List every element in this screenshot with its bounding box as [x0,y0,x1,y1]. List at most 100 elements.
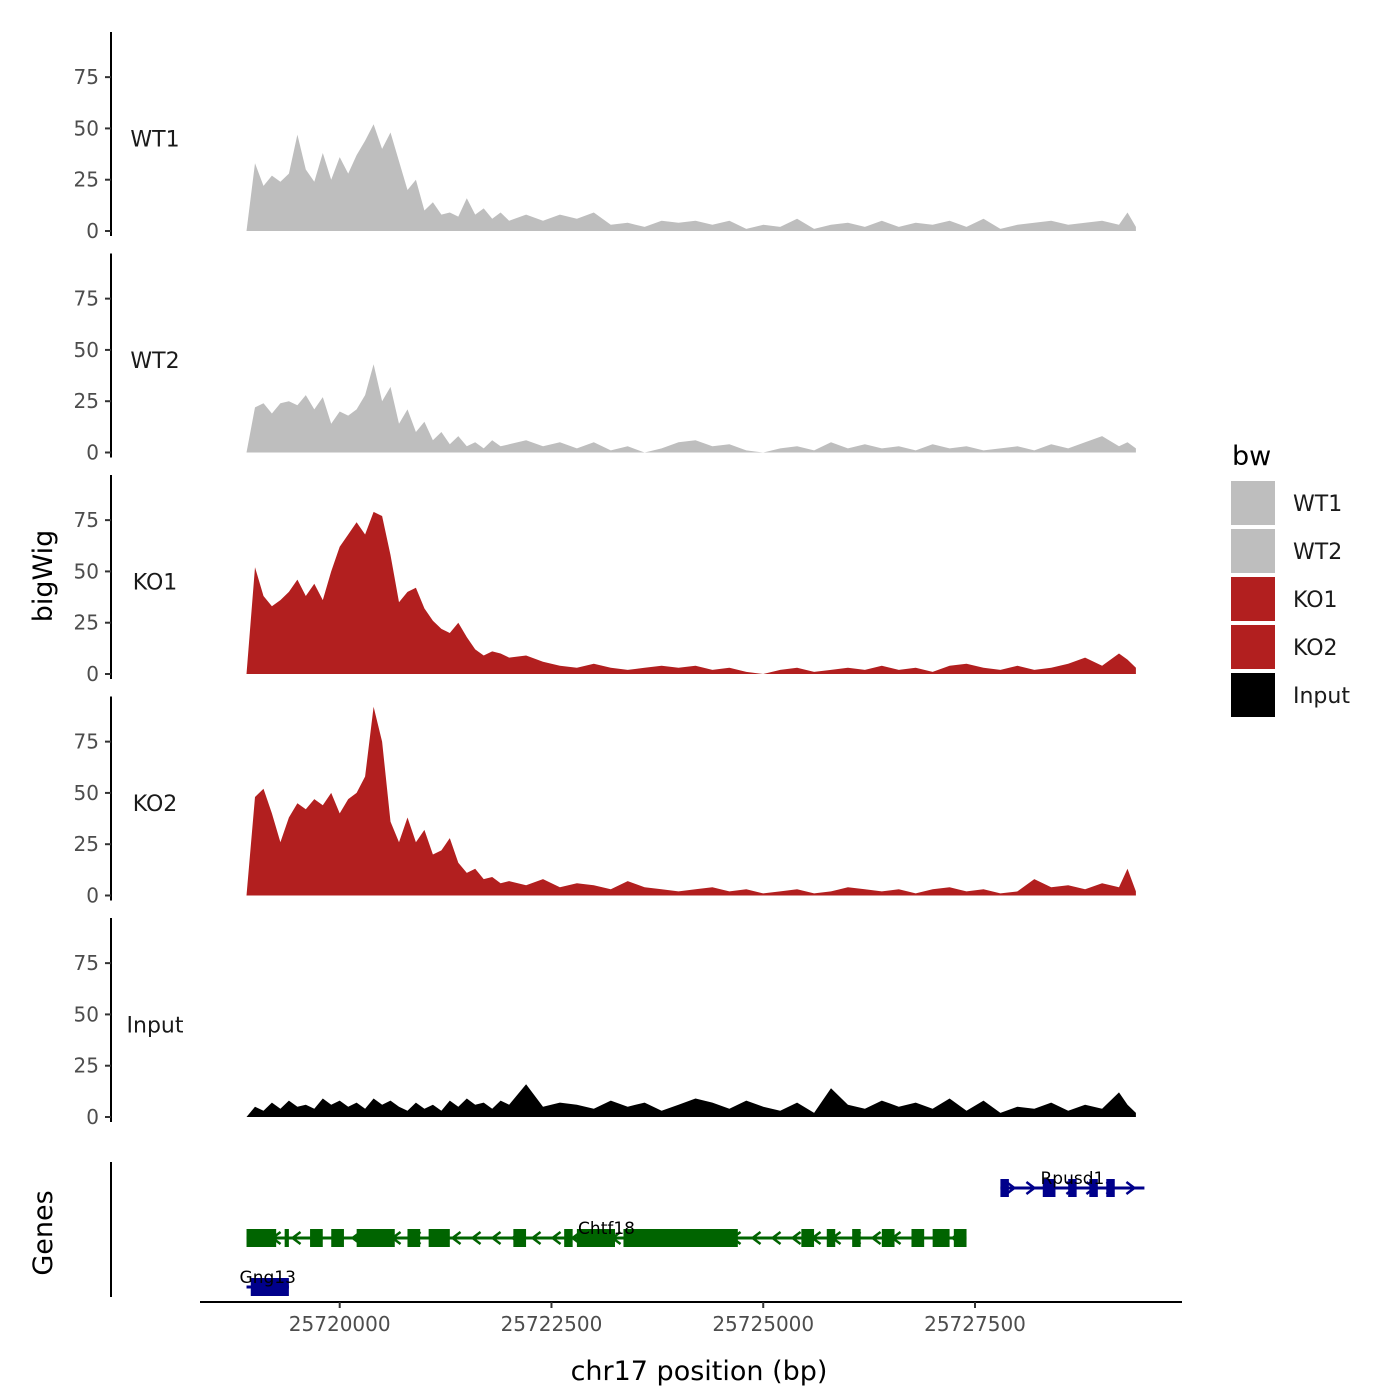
x-tick-label: 25720000 [289,1312,391,1336]
y-tick-label: 75 [74,65,99,89]
gene-chtf18: Chtf18 [246,1219,967,1247]
gene-label: Rpusd1 [1040,1169,1104,1189]
y-tick-label: 0 [86,1105,99,1129]
track-label-wt1: WT1 [130,128,179,153]
strand-arrow [1005,1181,1017,1195]
exon [310,1229,323,1247]
track-input: 0 25 50 75 Input [74,918,1136,1129]
legend-key-ko1 [1231,577,1275,621]
exon [356,1229,395,1247]
exon [576,1229,615,1247]
track-label-ko2: KO2 [133,792,178,817]
strand-arrow [530,1231,542,1245]
gene-label: Chtf18 [578,1219,635,1239]
y-tick-label: 50 [74,116,99,140]
strand-arrow [450,1231,462,1245]
y-tick-label: 25 [74,832,99,856]
strand-arrow [770,1231,782,1245]
track-wt2: 0 25 50 75 WT2 [74,253,1136,465]
y-axis-title: bigWig [28,530,59,623]
track-label-input: Input [127,1014,184,1039]
exon [1089,1179,1098,1197]
exon [407,1229,421,1247]
x-axis-title: chr17 position (bp) [571,1356,828,1387]
y-tick-label: 50 [74,559,99,583]
coverage-area-wt2 [246,364,1136,453]
track-label-ko1: KO1 [133,571,178,596]
y-tick-label: 75 [74,730,99,754]
gene-label: Gng13 [240,1268,296,1288]
track-wt1: 0 25 50 75 WT1 [74,32,1136,243]
x-tick-label: 25725000 [712,1312,814,1336]
gene-rpusd1: Rpusd1 [1000,1169,1145,1197]
exon [911,1229,925,1247]
y-tick-label: 50 [74,1002,99,1026]
track-ko1: 0 25 50 75 KO1 [74,475,1136,686]
strand-arrow [790,1231,802,1245]
coverage-area-ko1 [246,511,1136,674]
x-tick-label: 25722500 [501,1312,603,1336]
legend-label-ko1: KO1 [1293,588,1338,613]
exon [1042,1179,1056,1197]
exon [826,1229,836,1247]
y-tick-label: 0 [86,441,99,465]
exon [881,1229,895,1247]
coverage-tracks: 0 25 50 75 WT1 0 25 50 75 WT2 0 25 50 75 KO1 0 25 50 75 KO2… [74,32,1136,1129]
y-tick-label: 25 [74,1054,99,1078]
legend: bw WT1 WT2 KO1 KO2 Input [1231,441,1350,717]
y-tick-label: 75 [74,508,99,532]
x-tick-label: 25727500 [924,1312,1026,1336]
y-tick-label: 0 [86,662,99,686]
exon [246,1229,277,1247]
legend-label-wt1: WT1 [1293,492,1342,517]
strand-arrow [290,1231,302,1245]
exon [250,1278,289,1296]
y-tick-label: 25 [74,389,99,413]
y-tick-label: 50 [74,338,99,362]
track-label-wt2: WT2 [130,349,179,374]
exon [623,1229,738,1247]
legend-label-ko2: KO2 [1293,636,1338,661]
exon [801,1229,815,1247]
coverage-area-wt1 [246,124,1136,231]
legend-key-wt2 [1231,529,1275,573]
exon [1000,1179,1009,1197]
exon [331,1229,344,1247]
strand-arrow [550,1231,562,1245]
legend-label-wt2: WT2 [1293,540,1342,565]
genes-axis-title: Genes [28,1190,59,1275]
strand-arrow [470,1231,482,1245]
legend-key-wt1 [1231,481,1275,525]
x-axis: 25720000 25722500 25725000 25727500 [200,1301,1182,1336]
strand-arrow [1125,1181,1137,1195]
exon [564,1229,573,1247]
y-tick-label: 0 [86,219,99,243]
exon [284,1229,289,1247]
exon [852,1229,861,1247]
coverage-area-input [246,1084,1136,1117]
strand-arrow [490,1231,502,1245]
legend-key-ko2 [1231,625,1275,669]
y-tick-label: 50 [74,781,99,805]
coverage-area-ko2 [246,706,1136,896]
exon [1068,1179,1077,1197]
legend-key-input [1231,673,1275,717]
y-tick-label: 0 [86,884,99,908]
legend-label-input: Input [1293,684,1350,709]
exon [932,1229,950,1247]
y-tick-label: 75 [74,287,99,311]
strand-arrow [1025,1181,1037,1195]
y-tick-label: 75 [74,951,99,975]
gene-track: Rpusd1 Chtf18 Gng13 [110,1162,1145,1297]
strand-arrow [870,1231,882,1245]
exon [953,1229,967,1247]
exon [1106,1179,1115,1197]
strand-arrow [750,1231,762,1245]
gene-gng13: Gng13 [240,1268,296,1296]
exon [513,1229,527,1247]
track-ko2: 0 25 50 75 KO2 [74,696,1136,908]
y-tick-label: 25 [74,168,99,192]
legend-title: bw [1232,441,1271,472]
y-tick-label: 25 [74,611,99,635]
